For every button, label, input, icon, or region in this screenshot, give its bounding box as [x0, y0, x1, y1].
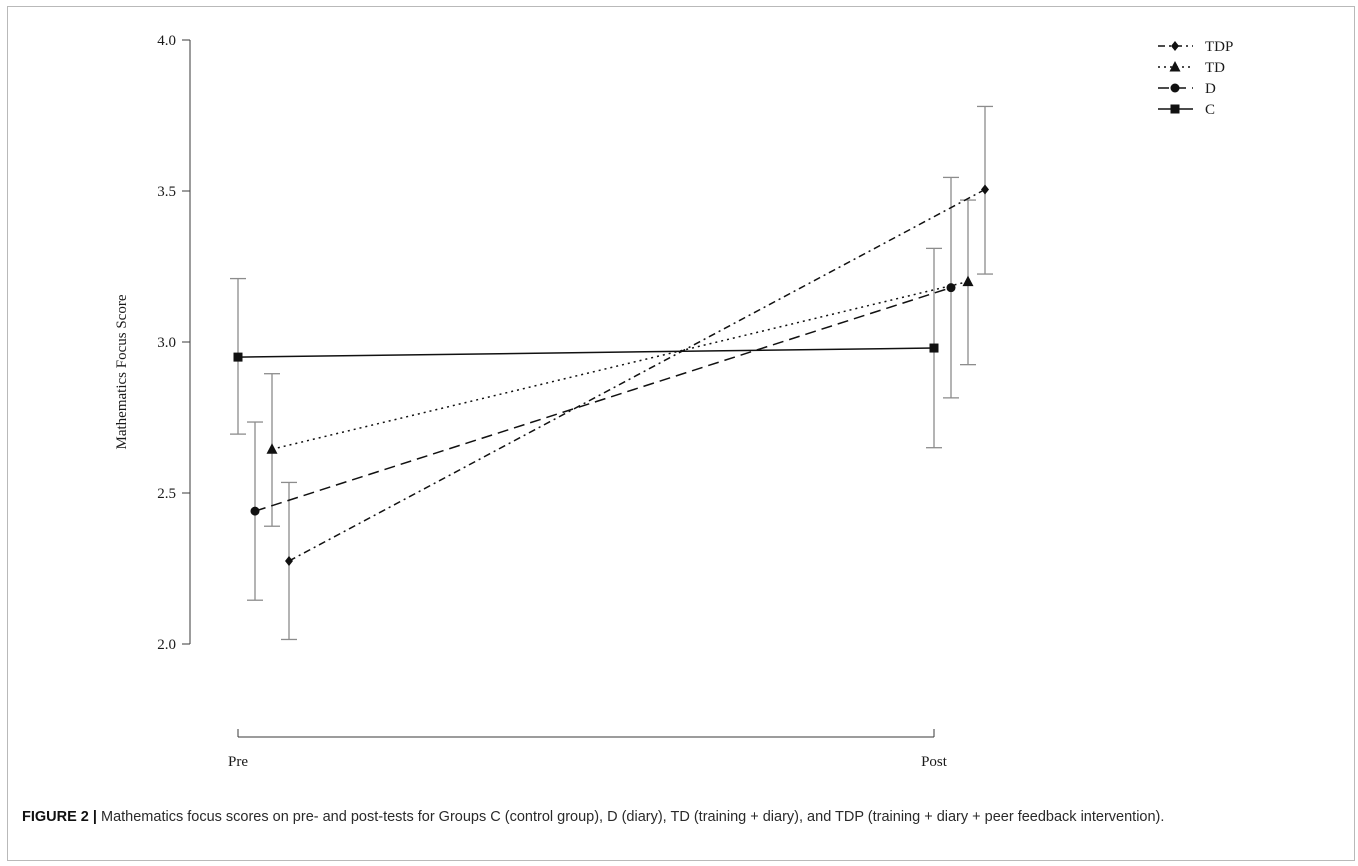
legend-marker-td: [1169, 61, 1181, 72]
series-line-tdp: [288, 188, 986, 562]
y-tick-label: 3.0: [157, 335, 176, 351]
marker-tdp: [981, 184, 989, 195]
figure-caption-text: Mathematics focus scores on pre- and pos…: [101, 809, 1165, 825]
series-lines: [237, 188, 986, 562]
error-bars: [230, 105, 993, 641]
x-tick-label: Post: [921, 754, 948, 770]
series-line-td: [271, 280, 969, 450]
y-tick-label: 2.0: [157, 637, 176, 653]
legend-label-d: D: [1205, 81, 1216, 97]
marker-c: [233, 352, 243, 362]
x-tick-label: Pre: [228, 754, 248, 770]
marker-d: [250, 506, 260, 516]
marker-tdp: [285, 555, 293, 566]
series-line-d: [254, 286, 952, 512]
marker-d: [946, 283, 956, 293]
figure-label: FIGURE 2 |: [22, 809, 97, 825]
figure-caption: FIGURE 2 | Mathematics focus scores on p…: [22, 806, 1342, 829]
series-markers: [233, 184, 989, 566]
legend: TDP TD DC: [1158, 39, 1233, 118]
legend-label-tdp: TDP: [1205, 39, 1233, 55]
marker-td: [266, 443, 278, 454]
y-tick-label: 2.5: [157, 486, 176, 502]
marker-td: [962, 275, 974, 287]
legend-marker-tdp: [1171, 41, 1179, 51]
series-line-c: [237, 347, 935, 358]
line-chart: Mathematics Focus Score 2.0 2.5 3.0 3.5 4.0 P…: [114, 33, 1233, 770]
legend-marker-c: [1170, 104, 1180, 114]
y-tick-label: 3.5: [157, 184, 176, 200]
y-axis-label: Mathematics Focus Score: [114, 294, 130, 449]
legend-label-td: TD: [1205, 60, 1225, 76]
legend-marker-d: [1170, 83, 1180, 93]
axes: 2.0 2.5 3.0 3.5 4.0 Pre Post: [157, 33, 948, 770]
y-tick-label: 4.0: [157, 33, 176, 49]
legend-label-c: C: [1205, 102, 1215, 118]
marker-c: [929, 343, 939, 353]
